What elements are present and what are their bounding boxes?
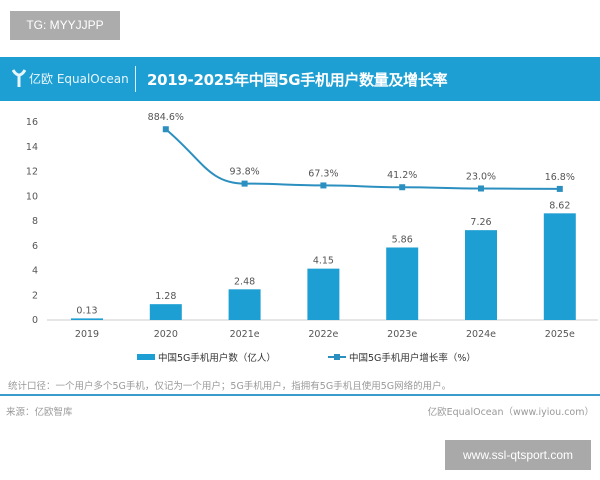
- bar: [543, 213, 576, 320]
- y-tick-label: 8: [32, 216, 38, 227]
- y-tick-label: 12: [26, 167, 38, 178]
- y-tick-label: 0: [32, 315, 38, 326]
- x-tick-label: 2022e: [308, 329, 338, 340]
- equalocean-logo-icon: [12, 69, 26, 87]
- bar-label: 2.48: [234, 276, 255, 287]
- bar: [386, 247, 419, 320]
- x-tick-label: 2019: [75, 329, 99, 340]
- legend-line-marker: [334, 354, 340, 360]
- line-label: 23.0%: [466, 171, 496, 182]
- bar: [71, 318, 103, 320]
- legend-bar-swatch: [137, 354, 155, 360]
- logo: 亿欧 EqualOcean: [12, 68, 129, 88]
- line-label: 93.8%: [230, 167, 260, 178]
- bar: [465, 230, 497, 320]
- y-tick-label: 6: [32, 241, 38, 252]
- watermark-bottom: www.ssl-qtsport.com: [445, 440, 591, 470]
- bar: [228, 289, 261, 320]
- y-tick-label: 10: [26, 191, 38, 202]
- line-label: 16.8%: [545, 172, 575, 183]
- line-point: [478, 185, 484, 192]
- line-point: [162, 126, 169, 133]
- bar-label: 4.15: [313, 256, 334, 267]
- line-point: [320, 182, 327, 189]
- legend-bar-label: 中国5G手机用户数（亿人）: [158, 352, 276, 364]
- line-point: [241, 180, 248, 187]
- x-tick-label: 2021e: [230, 329, 260, 340]
- bar-label: 7.26: [470, 217, 491, 228]
- growth-line: [165, 128, 560, 190]
- y-tick-label: 2: [32, 290, 38, 301]
- legend-line-label: 中国5G手机用户增长率（%）: [349, 352, 476, 364]
- bar: [149, 304, 182, 320]
- line-label: 67.3%: [308, 168, 338, 179]
- page-title: 2019-2025年中国5G手机用户数量及增长率: [147, 71, 448, 89]
- logo-text: 亿欧 EqualOcean: [29, 71, 129, 86]
- y-tick-label: 14: [26, 142, 38, 153]
- line-label: 884.6%: [148, 112, 184, 123]
- footnote: 统计口径：一个用户多个5G手机，仅记为一个用户；5G手机用户，指拥有5G手机且使…: [8, 381, 452, 392]
- header-banner: 亿欧 EqualOcean 2019-2025年中国5G手机用户数量及增长率: [0, 57, 600, 101]
- footer-divider: [0, 394, 600, 396]
- y-tick-label: 4: [32, 266, 38, 277]
- line-point: [399, 184, 406, 191]
- line-point: [556, 185, 563, 192]
- x-tick-label: 2023e: [387, 329, 417, 340]
- x-tick-label: 2024e: [466, 329, 496, 340]
- y-tick-label: 16: [26, 117, 38, 128]
- bar-label: 5.86: [392, 234, 413, 245]
- bar-label: 8.62: [549, 200, 570, 211]
- source: 来源：亿欧智库: [6, 407, 73, 418]
- chart: 0 2 4 6 8 10 12 14 16 2019 2020 2021e 2022e 2023e 2024…: [26, 112, 598, 364]
- bar: [307, 268, 340, 320]
- line-label: 41.2%: [387, 170, 417, 181]
- credit: 亿欧EqualOcean（www.iyiou.com）: [427, 407, 594, 418]
- watermark-top: TG: MYYJJPP: [10, 11, 120, 40]
- bar-label: 0.13: [76, 305, 97, 316]
- header-divider: [135, 66, 136, 92]
- x-tick-label: 2025e: [545, 329, 575, 340]
- x-tick-label: 2020: [154, 329, 178, 340]
- bar-label: 1.28: [155, 291, 176, 302]
